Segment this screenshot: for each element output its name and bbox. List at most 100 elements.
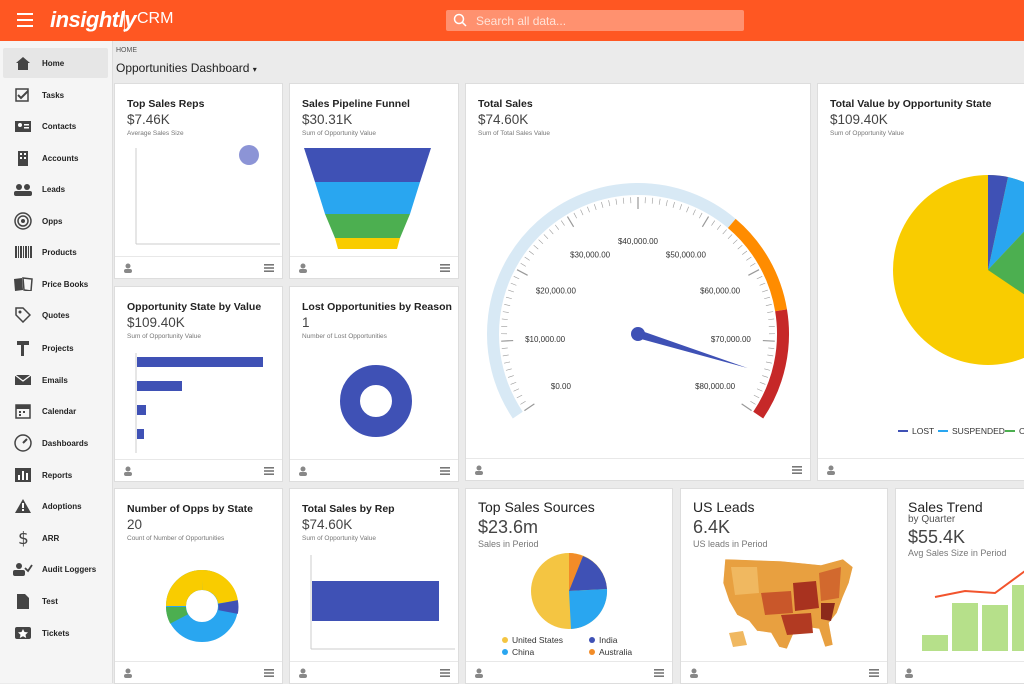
card-total-sales[interactable]: Total Sales $74.60K Sum of Total Sales V… <box>465 83 811 481</box>
bar <box>137 405 146 415</box>
gauge-tick <box>609 200 610 206</box>
sidebar-item-label: Adoptions <box>42 502 82 511</box>
gauge-tick-label: $10,000.00 <box>525 335 566 344</box>
sidebar-item-audit-loggers[interactable]: Audit Loggers <box>3 554 108 584</box>
card-title: Total Sales <box>478 98 533 110</box>
search-box[interactable] <box>446 10 744 31</box>
card-top-sources[interactable]: Top Sales Sources $23.6m Sales in Period… <box>465 488 673 684</box>
gauge-tick <box>502 319 508 320</box>
card-lost-by-reason[interactable]: Lost Opportunities by Reason 1 Number of… <box>289 286 459 482</box>
user-icon[interactable] <box>904 668 914 678</box>
gauge-tick <box>506 369 512 371</box>
trend-line <box>935 571 1024 597</box>
gauge-tick-label: $40,000.00 <box>618 237 659 246</box>
dollar-icon: $ <box>11 528 35 548</box>
book-icon <box>11 274 35 294</box>
card-title: Total Sales by Rep <box>302 503 395 515</box>
app-name: CRM <box>137 10 173 28</box>
gauge-tick <box>762 290 768 292</box>
gauge-tick <box>502 348 508 349</box>
card-top-sales-reps[interactable]: Top Sales Reps $7.46K Average Sales Size <box>114 83 283 279</box>
card-subtitle: Sum of Opportunity Value <box>830 130 904 137</box>
donut-slice <box>202 580 228 602</box>
list-icon[interactable] <box>264 264 274 272</box>
sidebar-item-quotes[interactable]: Quotes <box>3 300 108 330</box>
legend-item: LOST <box>898 426 934 436</box>
card-subtitle: Sum of Opportunity Value <box>302 130 376 137</box>
gauge-tick <box>616 199 617 205</box>
sidebar-item-adoptions[interactable]: Adoptions <box>3 491 108 521</box>
sidebar-item-opps[interactable]: Opps <box>3 206 108 236</box>
menu-icon[interactable] <box>17 13 33 27</box>
gauge-band-mid <box>732 223 781 310</box>
search-input[interactable] <box>476 10 736 31</box>
user-icon[interactable] <box>474 465 484 475</box>
user-icon[interactable] <box>123 668 133 678</box>
list-icon[interactable] <box>792 466 802 474</box>
target-icon <box>11 211 35 231</box>
gauge-tick <box>766 362 772 363</box>
sidebar-item-label: Reports <box>42 471 72 480</box>
sidebar-item-test[interactable]: Test <box>3 586 108 616</box>
card-value: $23.6m <box>478 517 538 538</box>
list-icon[interactable] <box>869 669 879 677</box>
user-icon[interactable] <box>123 263 133 273</box>
card-sales-trend[interactable]: Sales Trend by Quarter $55.4K Avg Sales … <box>895 488 1024 684</box>
user-icon[interactable] <box>298 466 308 476</box>
list-icon[interactable] <box>654 669 664 677</box>
gauge-tick <box>652 198 653 204</box>
breadcrumb[interactable]: HOME <box>116 47 137 54</box>
gauge-tick <box>517 270 528 276</box>
map-region <box>793 581 819 611</box>
list-icon[interactable] <box>264 669 274 677</box>
sidebar-item-leads[interactable]: Leads <box>3 174 108 204</box>
user-icon[interactable] <box>689 668 699 678</box>
sidebar-item-price-books[interactable]: Price Books <box>3 269 108 299</box>
user-icon[interactable] <box>298 263 308 273</box>
card-us-leads[interactable]: US Leads 6.4K US leads in Period <box>680 488 888 684</box>
sidebar-item-accounts[interactable]: Accounts <box>3 143 108 173</box>
user-icon[interactable] <box>474 668 484 678</box>
bar <box>137 357 263 367</box>
sidebar-item-contacts[interactable]: Contacts <box>3 111 108 141</box>
list-icon[interactable] <box>440 669 450 677</box>
home-icon <box>11 53 35 73</box>
legend-item: United States <box>502 635 563 645</box>
gauge-tick <box>508 290 514 292</box>
gauge-tick <box>767 355 773 356</box>
sidebar-item-tickets[interactable]: Tickets <box>3 618 108 648</box>
sidebar-item-arr[interactable]: $ARR <box>3 523 108 553</box>
sidebar-item-products[interactable]: Products <box>3 237 108 267</box>
user-icon[interactable] <box>826 465 836 475</box>
sidebar-item-calendar[interactable]: Calendar <box>3 396 108 426</box>
card-state-by-value[interactable]: Opportunity State by Value $109.40K Sum … <box>114 286 283 482</box>
card-title: Top Sales Reps <box>127 98 204 110</box>
card-pipeline-funnel[interactable]: Sales Pipeline Funnel $30.31K Sum of Opp… <box>289 83 459 279</box>
card-value-by-state[interactable]: Total Value by Opportunity State $109.40… <box>817 83 1024 481</box>
sidebar-item-label: Products <box>42 248 77 257</box>
card-opps-by-state[interactable]: Number of Opps by State 20 Count of Numb… <box>114 488 283 684</box>
list-icon[interactable] <box>440 467 450 475</box>
list-icon[interactable] <box>264 467 274 475</box>
sidebar-item-label: Quotes <box>42 311 70 320</box>
sidebar-item-reports[interactable]: Reports <box>3 460 108 490</box>
gauge-tick <box>742 251 747 255</box>
card-title: Top Sales Sources <box>478 499 595 515</box>
card-subtitle: Number of Lost Opportunities <box>302 333 387 340</box>
user-icon[interactable] <box>123 466 133 476</box>
card-subtitle: Avg Sales Size in Period <box>908 548 1006 558</box>
card-title: Sales Trend <box>908 499 983 515</box>
donut-chart <box>165 569 239 643</box>
user-icon[interactable] <box>298 668 308 678</box>
card-sales-by-rep[interactable]: Total Sales by Rep $74.60K Sum of Opport… <box>289 488 459 684</box>
sidebar-item-projects[interactable]: Projects <box>3 333 108 363</box>
page-title[interactable]: Opportunities Dashboard ▾ <box>116 61 257 75</box>
sidebar-item-home[interactable]: Home <box>3 48 108 78</box>
gauge-tick-label: $20,000.00 <box>536 286 577 295</box>
sidebar-item-tasks[interactable]: Tasks <box>3 80 108 110</box>
list-icon[interactable] <box>440 264 450 272</box>
gauge-tick <box>503 355 509 356</box>
sidebar-item-emails[interactable]: Emails <box>3 365 108 395</box>
sidebar-item-dashboards[interactable]: Dashboards <box>3 428 108 458</box>
gauge-tick <box>742 404 752 411</box>
